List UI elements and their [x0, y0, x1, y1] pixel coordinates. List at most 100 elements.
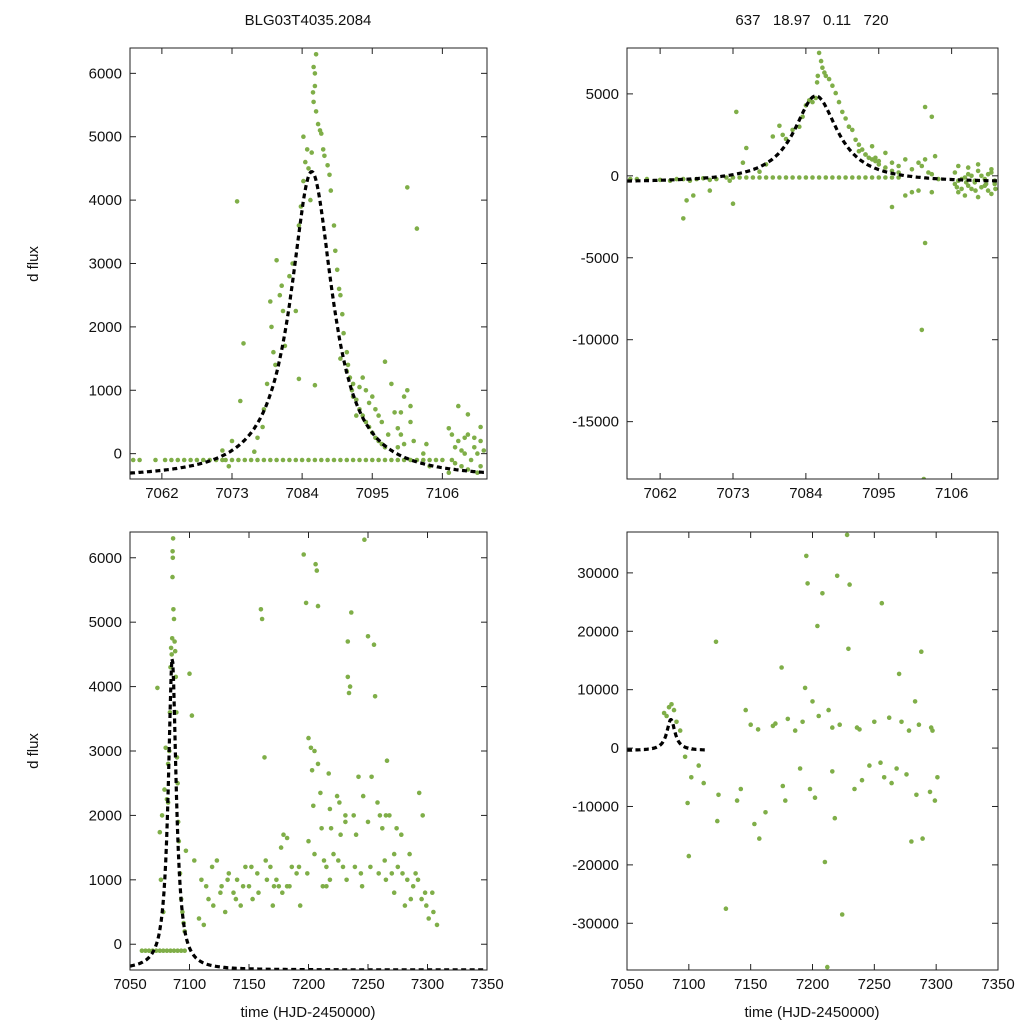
data-point: [377, 813, 383, 818]
data-point: [413, 871, 418, 876]
data-point: [357, 384, 362, 390]
data-point: [715, 818, 720, 824]
data-point: [279, 283, 285, 289]
data-point: [965, 183, 971, 188]
data-point: [894, 766, 899, 771]
data-point: [777, 175, 782, 180]
data-point: [389, 381, 394, 387]
data-point: [800, 719, 805, 725]
data-point: [383, 877, 389, 883]
data-point: [434, 922, 440, 928]
x-tick-label: 7062: [145, 485, 178, 502]
data-point: [475, 470, 480, 476]
data-point: [264, 877, 270, 883]
data-point: [312, 457, 318, 463]
data-point: [433, 457, 439, 463]
ylabel-top: d flux: [25, 246, 42, 282]
data-point: [921, 476, 927, 479]
data-point: [254, 871, 260, 876]
panel-zoom-top-right: 7062 7073 7084 7095 7106 -15000 -10000 -5000 0 50…: [572, 47, 999, 502]
data-point: [830, 769, 835, 774]
data-point: [343, 813, 348, 818]
data-point: [802, 685, 808, 691]
data-point: [380, 826, 385, 831]
data-point: [440, 457, 445, 463]
data-point: [344, 457, 350, 463]
data-point: [347, 684, 353, 689]
data-point: [985, 188, 991, 193]
data-point: [424, 903, 429, 908]
data-point: [398, 410, 404, 415]
data-point: [407, 851, 412, 857]
y-tick-label: 6000: [89, 550, 122, 567]
data-point: [369, 774, 374, 780]
data-point: [170, 555, 176, 561]
data-point: [763, 810, 768, 815]
data-point: [238, 398, 243, 404]
data-point: [410, 884, 416, 889]
data-point: [930, 728, 935, 733]
y-tick-label: -10000: [572, 332, 619, 349]
x-tick-label: 7250: [351, 976, 384, 993]
x-tick-label: 7350: [470, 976, 503, 993]
data-point: [889, 175, 895, 180]
data-point: [475, 451, 480, 456]
data-point: [844, 532, 850, 538]
data-point: [320, 147, 326, 152]
data-point: [456, 403, 461, 409]
data-point: [929, 189, 935, 195]
data-point: [873, 158, 878, 164]
data-point: [909, 167, 915, 172]
data-point: [820, 591, 825, 596]
y-tick-label: 0: [114, 446, 122, 463]
y-tick-label: 5000: [586, 86, 619, 103]
data-point: [199, 877, 204, 883]
data-point: [192, 858, 197, 863]
data-point: [376, 871, 382, 876]
data-point: [220, 448, 225, 453]
data-point: [398, 432, 404, 437]
data-point: [360, 793, 366, 799]
data-point: [268, 457, 273, 463]
data-point: [308, 745, 314, 751]
data-point: [832, 815, 838, 821]
data-point: [337, 800, 342, 805]
data-point: [146, 948, 152, 953]
data-point: [223, 457, 228, 463]
data-point: [365, 634, 371, 639]
data-point: [268, 299, 273, 304]
y-tick-label: 0: [611, 740, 619, 757]
y-tick-label: 20000: [577, 623, 619, 640]
data-point: [734, 109, 739, 115]
data-point: [856, 148, 862, 154]
data-point: [395, 426, 401, 431]
data-point: [357, 457, 362, 463]
data-point: [238, 903, 243, 908]
data-point: [270, 903, 276, 908]
data-point: [748, 722, 753, 727]
data-point: [696, 763, 701, 768]
data-point: [331, 851, 336, 857]
data-point: [989, 191, 994, 197]
x-tick-label: 7150: [734, 976, 767, 993]
model-fit-curve: [130, 658, 487, 970]
data-point: [985, 171, 991, 177]
data-point: [328, 188, 334, 193]
data-point: [158, 877, 164, 883]
data-point: [336, 286, 342, 292]
data-point: [248, 457, 254, 463]
y-tick-label: 10000: [577, 682, 619, 699]
data-point: [161, 948, 166, 953]
data-point: [201, 457, 206, 463]
data-point: [869, 144, 875, 149]
data-point: [737, 175, 742, 180]
data-point: [137, 457, 142, 463]
data-point: [478, 438, 483, 444]
data-point: [360, 375, 366, 380]
data-point: [350, 381, 356, 387]
plot-frame: [129, 47, 488, 480]
data-point: [293, 308, 299, 314]
data-point: [379, 419, 385, 425]
data-point: [303, 159, 308, 165]
data-point: [274, 877, 279, 883]
